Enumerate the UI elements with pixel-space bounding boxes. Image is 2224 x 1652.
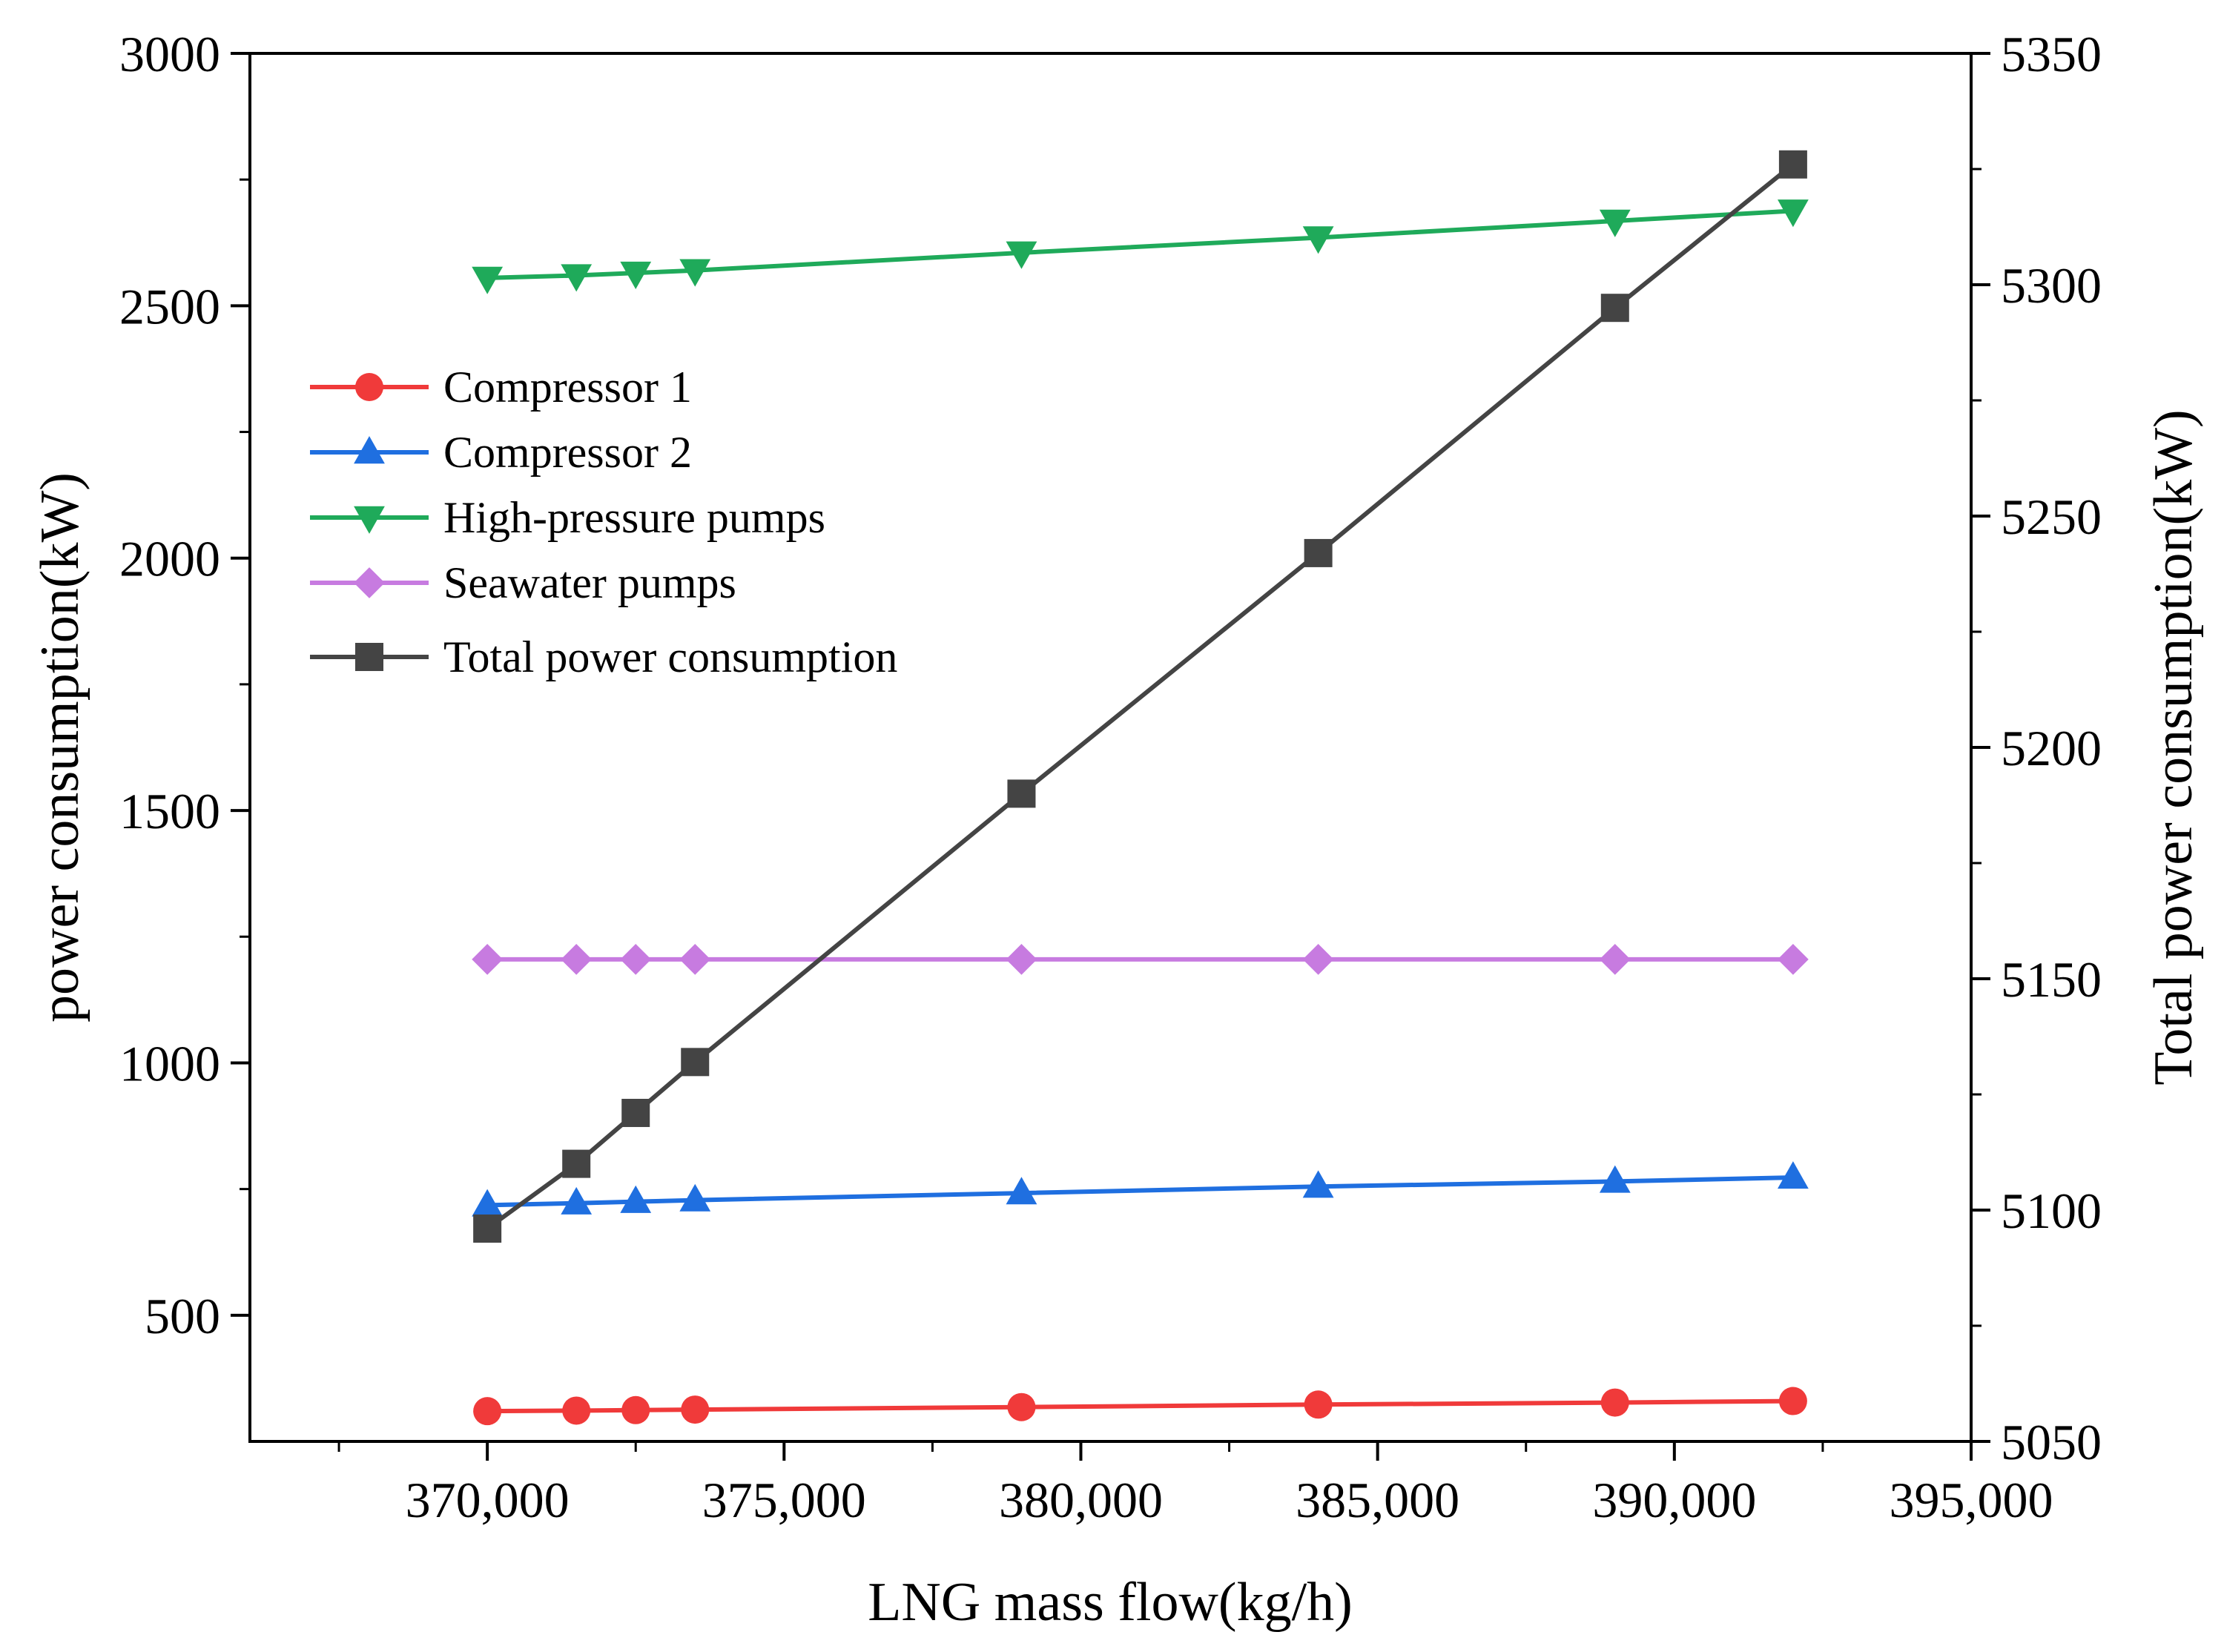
data-point (621, 1098, 650, 1127)
y-tick-label: 2000 (119, 531, 220, 587)
legend-label: Total power consumption (443, 632, 897, 681)
data-point (1302, 226, 1334, 254)
data-point (679, 259, 711, 287)
legend: Compressor 1 Compressor 2 High-pressure pu… (310, 363, 897, 681)
x-tick-label: 370,000 (406, 1472, 570, 1528)
x-axis-ticks: 370,000 375,000 380,000 385,000 390,000 395,0… (337, 1441, 2053, 1528)
data-point (473, 1397, 502, 1426)
legend-label: Compressor 2 (443, 428, 692, 477)
x-tick-label: 380,000 (999, 1472, 1163, 1528)
data-point (562, 1149, 591, 1178)
data-point (561, 1186, 593, 1215)
y-tick-label: 500 (145, 1288, 220, 1344)
legend-marker (355, 373, 383, 401)
data-point (561, 264, 593, 292)
series-compressor-1 (473, 1387, 1807, 1426)
x-tick-label: 390,000 (1592, 1472, 1756, 1528)
y2-tick-label: 5150 (2001, 951, 2102, 1008)
data-point (620, 261, 652, 289)
legend-item: Compressor 2 (310, 428, 692, 477)
y-tick-label: 3000 (119, 26, 220, 82)
series-seawater-pumps (472, 944, 1809, 975)
series-line (487, 208, 1794, 280)
data-point (472, 266, 504, 294)
data-point (1599, 1165, 1631, 1193)
data-point (561, 944, 593, 975)
y-tick-label: 1000 (119, 1035, 220, 1091)
plot-frame (248, 52, 1973, 1443)
y2-tick-label: 5100 (2001, 1183, 2102, 1239)
series-high-pressure-pumps (472, 199, 1809, 294)
legend-marker (354, 436, 385, 464)
data-point (1006, 944, 1037, 975)
data-point (1304, 538, 1333, 567)
data-point (1599, 209, 1631, 237)
data-point (1777, 199, 1809, 228)
data-point (472, 1189, 504, 1217)
y2-tick-label: 5300 (2001, 257, 2102, 314)
legend-marker (354, 567, 385, 598)
series-layer (472, 150, 1809, 1426)
y-tick-label: 1500 (119, 783, 220, 839)
x-tick-label: 395,000 (1890, 1472, 2053, 1528)
data-point (1007, 1392, 1036, 1421)
y-axis-ticks: 500 1000 1500 2000 2500 3000 (119, 26, 250, 1344)
series-total-power-consumption (473, 150, 1807, 1243)
x-tick-label: 385,000 (1296, 1472, 1459, 1528)
data-point (1599, 944, 1631, 975)
series-line (487, 1174, 1793, 1208)
data-point (1778, 150, 1807, 179)
legend-item: Compressor 1 (310, 363, 692, 412)
x-axis-title: LNG mass flow(kg/h) (868, 1572, 1353, 1633)
data-point (1600, 294, 1629, 323)
legend-label: Compressor 1 (443, 363, 692, 412)
data-point (679, 1183, 711, 1212)
data-point (620, 944, 652, 975)
data-point (679, 944, 711, 975)
data-point (1777, 944, 1809, 975)
y-tick-label: 2500 (119, 278, 220, 334)
y-axis-title: power consumption(kW) (30, 472, 90, 1022)
data-point (1304, 1390, 1333, 1419)
data-point (1302, 944, 1334, 975)
data-point (620, 1185, 652, 1213)
data-point (473, 1214, 502, 1243)
x-tick-label: 375,000 (702, 1472, 866, 1528)
data-point (1600, 1388, 1629, 1417)
data-point (1778, 1387, 1807, 1415)
data-point (681, 1395, 710, 1424)
legend-marker (354, 506, 385, 534)
y2-axis-title: Total power consumption(kW) (2143, 409, 2204, 1085)
data-point (562, 1396, 591, 1425)
legend-marker (355, 643, 383, 671)
data-point (681, 1048, 710, 1077)
data-point (1006, 241, 1037, 269)
y2-axis-ticks: 5050 5100 5150 5200 5250 5300 5350 (1971, 26, 2102, 1470)
data-point (621, 1395, 650, 1424)
data-point (1007, 779, 1036, 808)
data-point (472, 944, 504, 975)
legend-item: Total power consumption (310, 632, 897, 681)
legend-item: Seawater pumps (310, 558, 736, 607)
y2-tick-label: 5350 (2001, 26, 2102, 82)
legend-item: High-pressure pumps (310, 493, 825, 542)
data-point (1006, 1177, 1037, 1205)
data-point (1777, 1161, 1809, 1189)
y2-tick-label: 5250 (2001, 489, 2102, 545)
legend-label: Seawater pumps (443, 558, 736, 607)
data-point (1302, 1170, 1334, 1198)
legend-label: High-pressure pumps (443, 493, 825, 542)
y2-tick-label: 5050 (2001, 1414, 2102, 1470)
y2-tick-label: 5200 (2001, 720, 2102, 776)
series-compressor-2 (472, 1161, 1809, 1217)
